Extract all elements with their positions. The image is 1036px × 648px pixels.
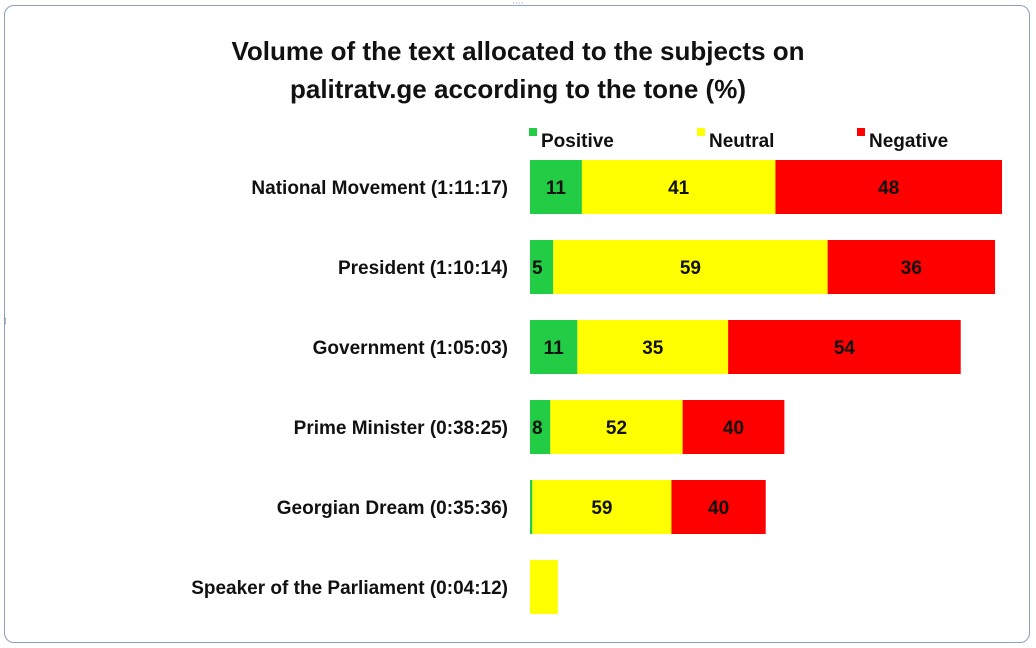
legend-swatch-neutral bbox=[697, 128, 705, 136]
category-label: Speaker of the Parliament (0:04:12) bbox=[191, 578, 508, 599]
bar-segment-negative bbox=[775, 160, 1002, 214]
legend-label-neutral: Neutral bbox=[709, 131, 774, 152]
chart-title-line-2: palitratv.ge according to the tone (%) bbox=[289, 74, 746, 104]
resize-handle-top[interactable]: ···· bbox=[512, 0, 524, 9]
data-label-positive: 11 bbox=[546, 178, 567, 199]
bar-segment-positive bbox=[530, 480, 533, 534]
legend-label-negative: Negative bbox=[869, 131, 948, 152]
category-label: President (1:10:14) bbox=[338, 258, 508, 279]
data-label-negative: 40 bbox=[723, 418, 744, 439]
category-label: Georgian Dream (0:35:36) bbox=[277, 498, 508, 519]
bar-segment-neutral bbox=[553, 240, 828, 294]
chart-title: Volume of the text allocated to the subj… bbox=[0, 32, 1036, 108]
category-label: Government (1:05:03) bbox=[313, 338, 508, 359]
bar-segment-positive bbox=[530, 320, 578, 374]
bar-segment-negative bbox=[827, 240, 996, 294]
data-label-negative: 48 bbox=[878, 178, 899, 199]
data-label-neutral: 59 bbox=[680, 258, 701, 279]
bar-segment-positive bbox=[530, 240, 554, 294]
bar-segment-negative bbox=[728, 320, 961, 374]
bar-segment-neutral bbox=[550, 400, 683, 454]
data-label-negative: 36 bbox=[901, 258, 922, 279]
data-label-neutral: 59 bbox=[591, 498, 612, 519]
data-label-positive: 11 bbox=[544, 338, 565, 359]
category-label: National Movement (1:11:17) bbox=[251, 178, 508, 199]
data-label-neutral: 52 bbox=[606, 418, 627, 439]
bar-segment-neutral bbox=[530, 560, 558, 614]
bar-segment-neutral bbox=[581, 160, 776, 214]
bar-segment-negative bbox=[682, 400, 785, 454]
bar-segment-positive bbox=[530, 400, 551, 454]
legend-label-positive: Positive bbox=[541, 131, 614, 152]
data-label-neutral: 41 bbox=[668, 178, 690, 199]
legend-swatch-negative bbox=[857, 128, 865, 136]
legend-swatch-positive bbox=[529, 128, 537, 136]
chart-title-line-1: Volume of the text allocated to the subj… bbox=[231, 36, 805, 66]
data-label-positive: 8 bbox=[532, 418, 543, 439]
data-label-negative: 40 bbox=[708, 498, 729, 519]
bar-segment-neutral bbox=[577, 320, 729, 374]
category-label: Prime Minister (0:38:25) bbox=[294, 418, 508, 439]
resize-handle-left[interactable]: ⁞ bbox=[4, 317, 7, 327]
data-label-neutral: 35 bbox=[642, 338, 664, 359]
bar-segment-positive bbox=[530, 160, 582, 214]
data-label-negative: 54 bbox=[834, 338, 856, 359]
bar-segment-neutral bbox=[532, 480, 672, 534]
bar-segment-negative bbox=[671, 480, 766, 534]
data-label-positive: 5 bbox=[532, 258, 543, 279]
